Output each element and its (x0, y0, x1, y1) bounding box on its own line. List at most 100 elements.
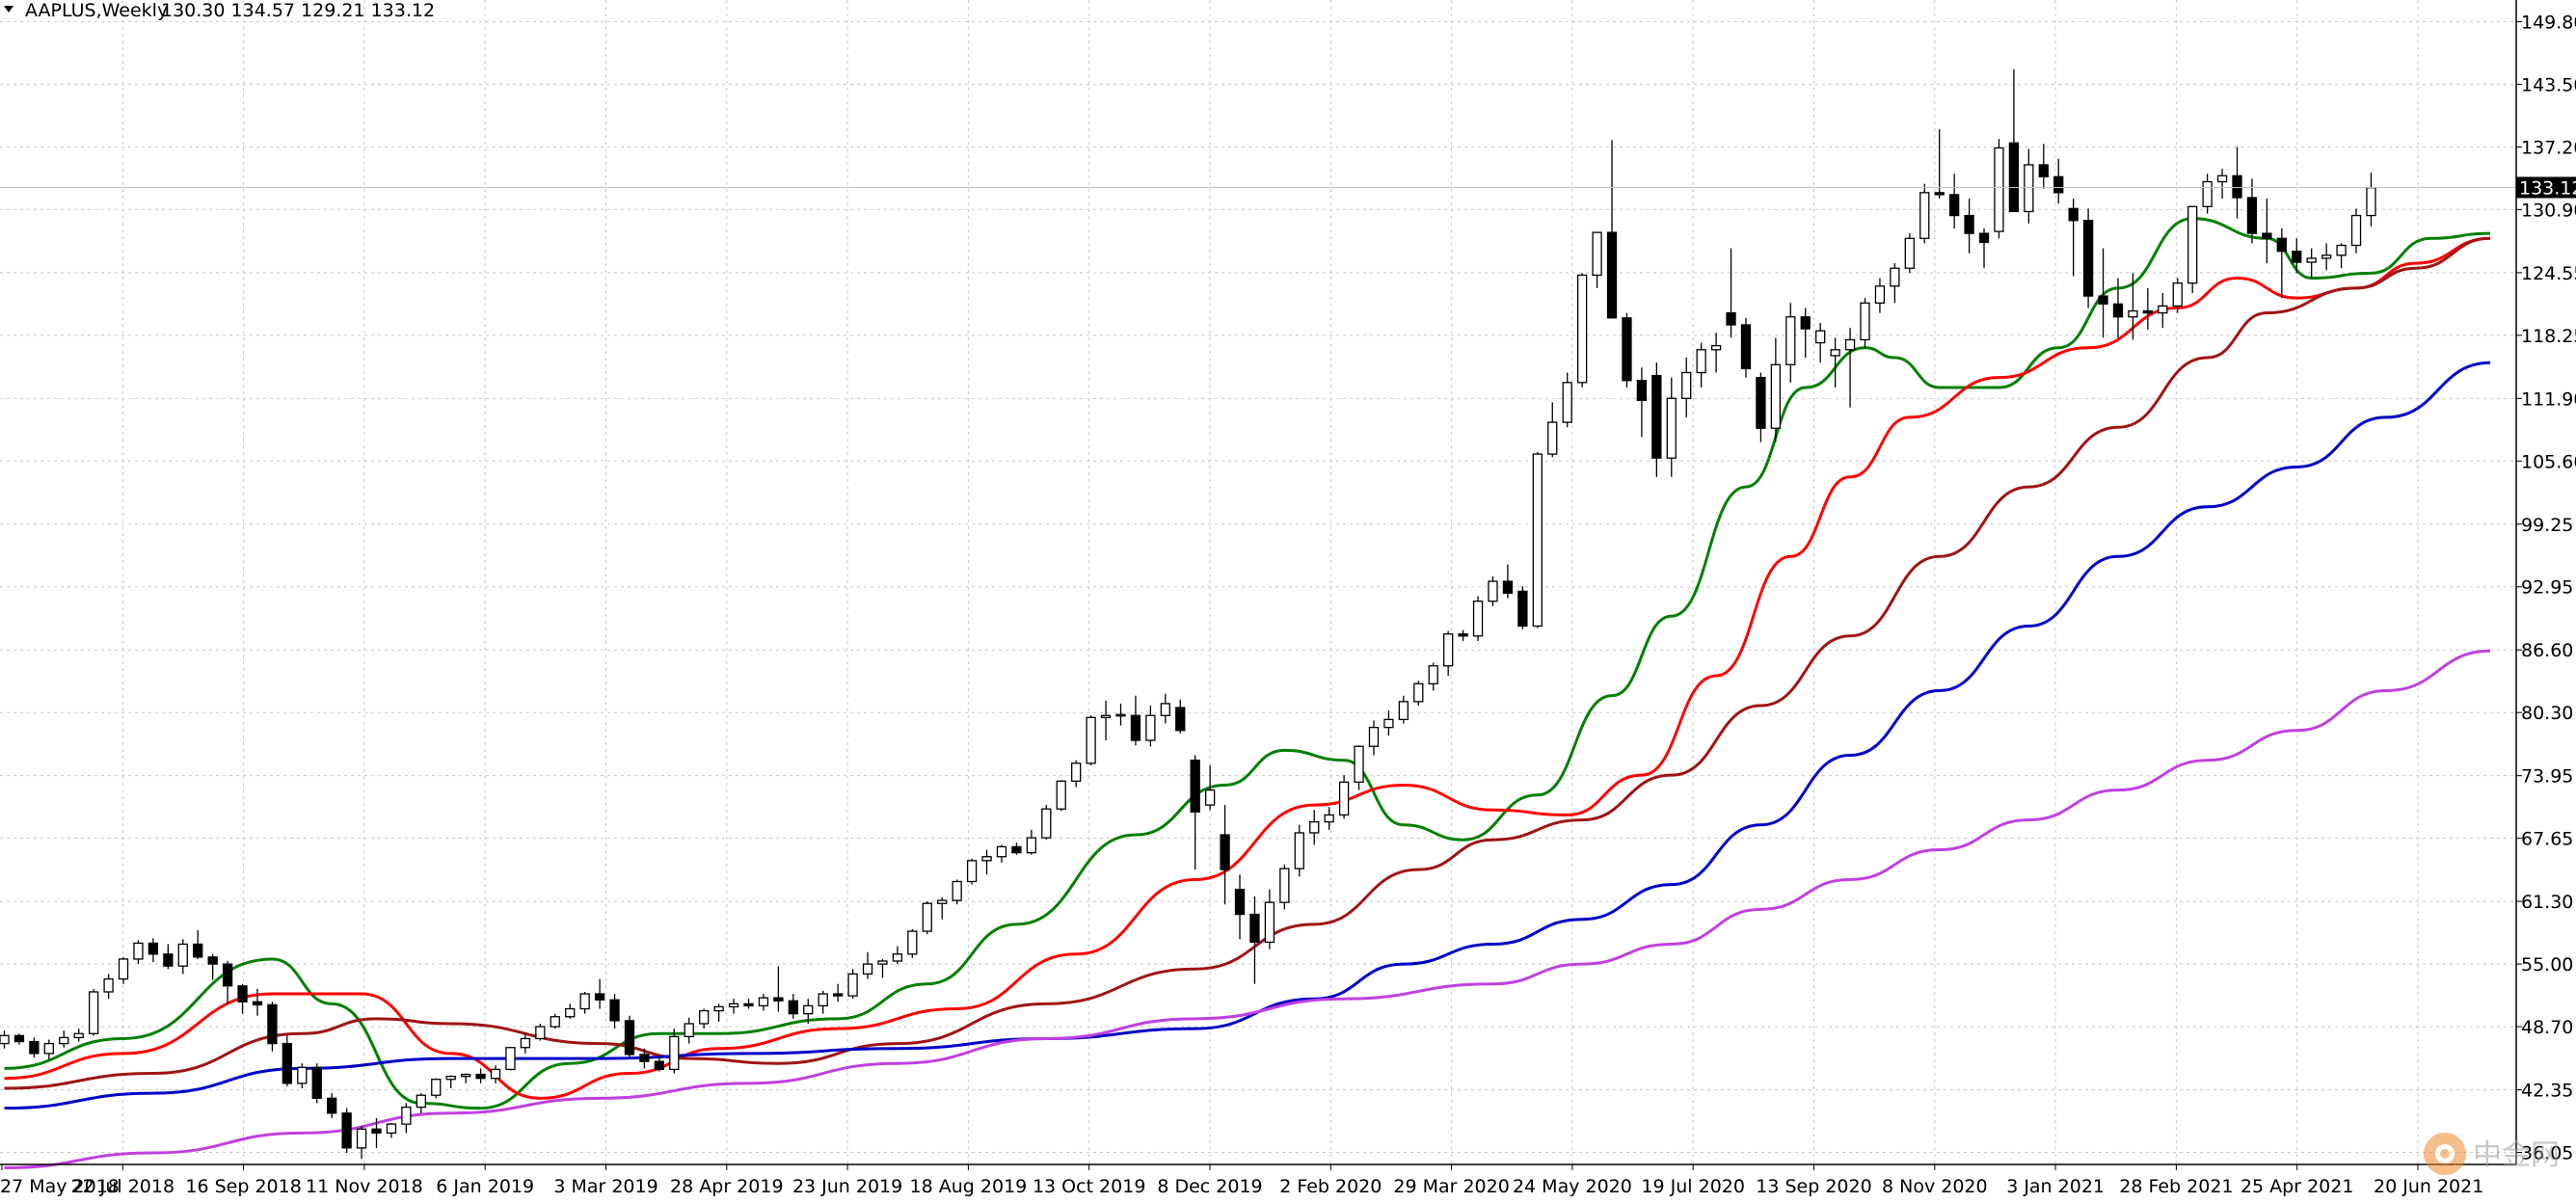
candle (2321, 243, 2332, 271)
candle (2128, 273, 2138, 340)
candle-body-up (1815, 330, 1826, 344)
candle-body-down (773, 997, 784, 1002)
candle-body-up (922, 902, 932, 932)
candle (1948, 174, 1960, 228)
candle-body-up (2158, 305, 2168, 314)
candle-body-down (207, 956, 218, 965)
candle (2187, 205, 2198, 294)
candle (2038, 144, 2049, 189)
candle (758, 994, 769, 1011)
candle-body-up (1026, 837, 1037, 854)
candle-body-down (1190, 760, 1200, 813)
candle-body-up (43, 1042, 54, 1055)
candle-body-up (877, 960, 888, 965)
candle (2336, 243, 2347, 269)
candle-body-down (788, 1000, 798, 1015)
candle (699, 1008, 710, 1029)
candle (952, 879, 962, 905)
moving-average-line-3 (4, 236, 2490, 1090)
candle (1726, 248, 1736, 338)
candle (1785, 303, 1796, 383)
candle-body-up (1860, 302, 1870, 341)
time-tick-label: 22 Jul 2018 (71, 1176, 175, 1197)
candle (2232, 147, 2242, 219)
candle-body-up (2216, 174, 2228, 183)
candle-body-down (2292, 251, 2302, 263)
candle-body-down (2008, 142, 2020, 213)
candle-body-down (282, 1042, 293, 1084)
candle (1398, 695, 1409, 724)
candle-body-up (2350, 214, 2362, 247)
candle-body-down (654, 1060, 665, 1071)
candle (386, 1123, 397, 1138)
candle-body-up (1413, 682, 1424, 703)
candle-body-up (2321, 254, 2332, 259)
candle (1860, 298, 1870, 348)
candle-body-down (1978, 232, 1990, 244)
candle-body-up (1309, 820, 1320, 834)
price-tick-label: 61.30 (2521, 892, 2573, 913)
candlesticks (0, 68, 2376, 1160)
candle (356, 1126, 367, 1160)
candle-body-up (177, 943, 188, 967)
price-tick-label: 118.25 (2521, 326, 2576, 347)
candle-body-up (803, 1004, 814, 1015)
candle-body-down (2232, 174, 2242, 199)
candle (535, 1023, 546, 1041)
candle (401, 1103, 412, 1134)
candle-body-up (1770, 363, 1782, 429)
candle-body-up (2336, 244, 2347, 256)
candle (445, 1075, 456, 1089)
candle-body-up (1576, 274, 1588, 384)
candle (1964, 199, 1974, 254)
candle-body-down (371, 1128, 382, 1135)
candle-body-down (2276, 237, 2287, 253)
candle-body-down (1011, 845, 1022, 854)
time-tick-label: 27 May 2018 (0, 1176, 120, 1197)
moving-average-line-4 (4, 361, 2490, 1110)
candle-body-down (237, 985, 248, 1002)
candle-body-up (1086, 716, 1096, 764)
candle (892, 946, 903, 965)
candle-body-up (1696, 349, 1706, 374)
candle (282, 1035, 293, 1086)
candle-body-up (818, 993, 828, 1007)
candle-body-up (565, 1007, 576, 1018)
candle (1413, 681, 1424, 706)
candle-body-up (892, 953, 903, 962)
candle (1770, 337, 1782, 442)
candle (639, 1048, 650, 1069)
candle-body-up (937, 899, 948, 904)
candle (1160, 693, 1170, 724)
candle-body-down (1234, 889, 1246, 916)
candle-body-up (981, 856, 992, 862)
watermark: 中金网 (2424, 1133, 2560, 1175)
candle (1204, 764, 1216, 811)
candle-body-down (341, 1112, 352, 1149)
candle-body-up (669, 1035, 680, 1071)
candle (1220, 805, 1230, 905)
candle (1576, 273, 1588, 388)
candle-body-up (728, 1002, 739, 1008)
candle (1428, 662, 1438, 691)
candle (728, 999, 739, 1014)
candle (1756, 372, 1766, 442)
candle (193, 930, 203, 959)
candle-body-down (1606, 231, 1618, 319)
candle (937, 897, 948, 920)
candle (1294, 824, 1304, 877)
dropdown-triangle-icon[interactable] (4, 6, 13, 13)
candle (252, 988, 263, 1016)
candle (2053, 158, 2064, 204)
candle (1488, 575, 1498, 606)
candle-body-down (1175, 707, 1186, 732)
candle-body-down (1800, 316, 1811, 330)
current-price-label: 133.12 (2519, 177, 2576, 199)
candle (0, 1030, 10, 1049)
candle (1011, 842, 1022, 855)
candle-body-down (13, 1034, 25, 1043)
candle (1026, 829, 1037, 855)
candle-body-up (2172, 282, 2183, 307)
candle (1994, 139, 2004, 239)
